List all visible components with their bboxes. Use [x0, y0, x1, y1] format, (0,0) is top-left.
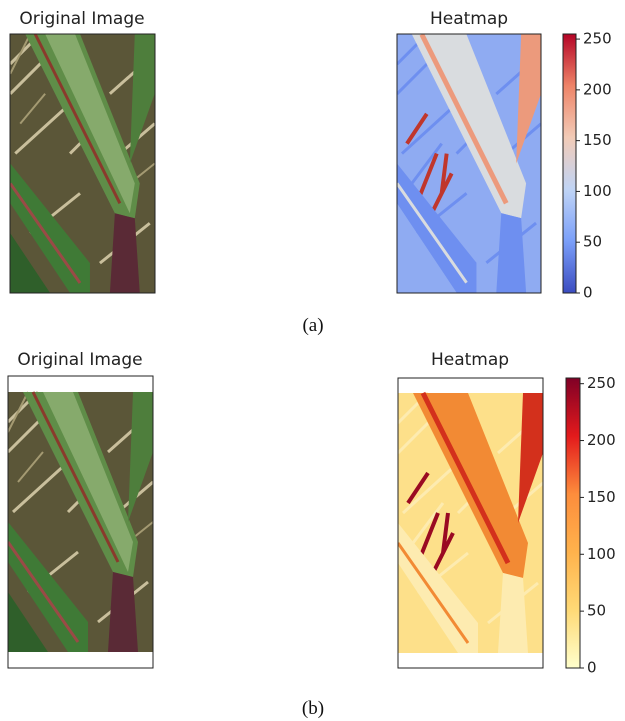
panel-a: Original Image Heatmap (a) [10, 9, 541, 336]
colorbar-fill [563, 34, 576, 293]
heatmap-image [397, 34, 541, 292]
caption: (a) [302, 315, 323, 336]
tick-label: 150 [583, 131, 612, 149]
tick-label: 250 [587, 374, 616, 392]
tick-label: 50 [587, 602, 606, 620]
heatmap-title: Heatmap [430, 9, 508, 29]
tick-label: 100 [587, 545, 616, 563]
heatmap-title: Heatmap [431, 350, 509, 370]
original-image [10, 34, 154, 293]
tick-label: 100 [583, 182, 612, 200]
original-image [8, 392, 153, 652]
figure: Original Image Heatmap (a) Original Imag… [0, 0, 625, 721]
original-title: Original Image [17, 350, 142, 370]
tick-label: 0 [583, 284, 593, 302]
panel-b: Original Image Heatmap (b) [8, 350, 543, 719]
tick-label: 150 [587, 488, 616, 506]
tick-label: 50 [583, 233, 602, 251]
tick-label: 250 [583, 30, 612, 48]
tick-label: 200 [583, 80, 612, 98]
colorbar-fill [566, 378, 580, 668]
colorbar: 0 50 100 150 200 250 [566, 374, 616, 676]
colorbar: 0 50 100 150 200 250 [563, 30, 612, 302]
tick-label: 0 [587, 659, 597, 677]
original-title: Original Image [19, 9, 144, 29]
heatmap-image [398, 393, 543, 653]
caption: (b) [302, 698, 324, 719]
tick-label: 200 [587, 431, 616, 449]
